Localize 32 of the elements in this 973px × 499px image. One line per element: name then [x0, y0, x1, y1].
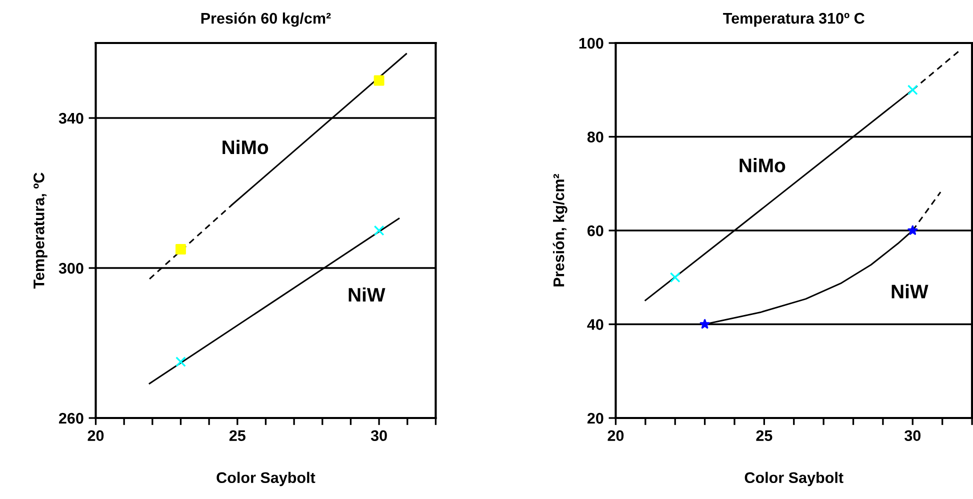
x-axis-title: Color Saybolt [744, 472, 844, 486]
x-tick-label: 25 [756, 430, 772, 442]
point [176, 356, 186, 367]
y-tick-label: 60 [587, 225, 604, 236]
y-tick-label: 20 [587, 412, 604, 424]
y-tick-label: 300 [58, 262, 84, 274]
point [700, 319, 710, 329]
annotation: NiW [348, 287, 386, 302]
x-tick-label: 25 [229, 430, 246, 442]
x-tick-label: 20 [88, 430, 104, 442]
y-axis-title: Presión, kg/cm² [552, 174, 568, 286]
y-tick-label: 260 [58, 412, 84, 424]
y-tick-label: 40 [587, 319, 604, 330]
point [176, 244, 186, 254]
y-axis-title: Temperatura, ºC [34, 172, 48, 289]
x-tick-label: 20 [608, 430, 624, 442]
annotation: NiMo [222, 140, 268, 154]
y-tick-label: 340 [58, 112, 84, 124]
y-tick-label: 80 [587, 132, 604, 142]
point [670, 272, 680, 283]
chart-title: Presión 60 kg/cm² [201, 12, 331, 27]
x-tick-label: 30 [904, 430, 921, 442]
x-tick-label: 30 [370, 430, 387, 442]
chart-title: Temperatura 310º C [723, 12, 864, 27]
y-tick-label: 100 [579, 38, 604, 49]
point [374, 75, 384, 86]
point [907, 84, 918, 96]
annotation: NiW [892, 284, 928, 298]
point [908, 225, 918, 235]
point [374, 225, 384, 236]
annotation: NiMo [740, 158, 786, 172]
x-axis-title: Color Saybolt [216, 472, 316, 486]
